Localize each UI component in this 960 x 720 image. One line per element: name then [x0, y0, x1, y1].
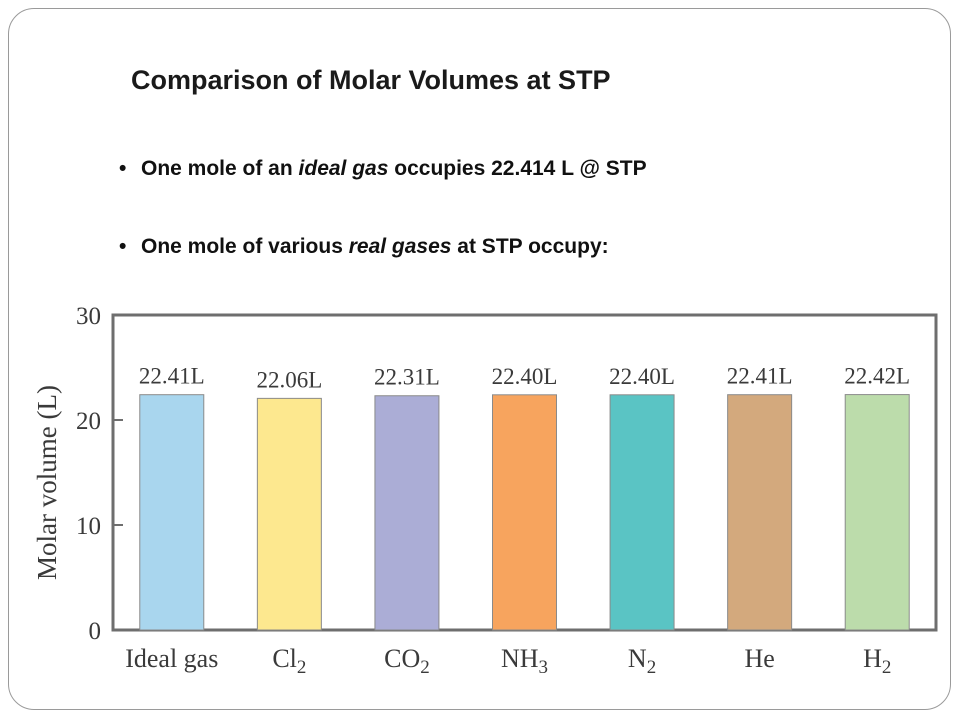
category-base: He — [744, 644, 774, 673]
bullet-dot: • — [119, 157, 127, 180]
bar-value-label: 22.42L — [844, 364, 910, 389]
x-category-label: NH3 — [501, 644, 548, 678]
y-tick-label: 30 — [76, 303, 101, 330]
bar-value-label: 22.31L — [374, 365, 440, 390]
bar — [844, 394, 910, 631]
bullet-segment: at STP occupy: — [451, 235, 609, 258]
bar — [256, 397, 322, 631]
x-category-label: Cl2 — [272, 644, 306, 678]
x-category-label: N2 — [628, 644, 656, 678]
y-tick-label: 0 — [89, 618, 102, 645]
bullet-dot: • — [119, 235, 127, 258]
bar — [492, 394, 557, 631]
bullet-segment: One mole of an — [141, 157, 299, 180]
bar — [139, 394, 205, 631]
bar-value-label: 22.40L — [492, 364, 558, 389]
category-subscript: 2 — [297, 657, 307, 678]
x-category-label: H2 — [863, 644, 891, 678]
bullet-emphasis: ideal gas — [298, 157, 389, 180]
bar — [727, 394, 793, 631]
bar-value-label: 22.06L — [256, 367, 322, 392]
y-tick-label: 20 — [76, 408, 101, 435]
category-base: Ideal gas — [125, 644, 218, 673]
category-subscript: 2 — [647, 657, 657, 678]
bar-value-label: 22.41L — [139, 364, 205, 389]
x-category-label: Ideal gas — [125, 644, 218, 673]
category-subscript: 2 — [882, 657, 892, 678]
slide-title: Comparison of Molar Volumes at STP — [131, 65, 611, 95]
bar — [609, 394, 675, 631]
category-base: CO — [384, 644, 420, 673]
bar-value-label: 22.40L — [609, 364, 675, 389]
y-tick-label: 10 — [76, 513, 101, 540]
category-base: NH — [501, 644, 539, 673]
bar-value-label: 22.41L — [727, 364, 793, 389]
category-subscript: 2 — [420, 657, 430, 678]
y-axis-title: Molar volume (L) — [32, 385, 62, 580]
x-category-label: CO2 — [384, 644, 430, 678]
bullet-segment: occupies 22.414 L @ STP — [388, 157, 647, 180]
bullet-text: One mole of various real gases at STP oc… — [141, 235, 609, 258]
category-base: H — [863, 644, 882, 673]
bullet-real-gases: • One mole of various real gases at STP o… — [119, 235, 609, 259]
bullet-emphasis: real gases — [348, 235, 452, 258]
bullet-text: One mole of an ideal gas occupies 22.414… — [141, 157, 647, 180]
category-subscript: 3 — [539, 657, 549, 678]
category-base: N — [628, 644, 647, 673]
bar — [374, 395, 440, 631]
bullet-segment: One mole of various — [141, 235, 349, 258]
x-category-label: He — [744, 644, 774, 673]
category-base: Cl — [272, 644, 297, 673]
bullet-ideal-gas: • One mole of an ideal gas occupies 22.41… — [119, 157, 647, 181]
